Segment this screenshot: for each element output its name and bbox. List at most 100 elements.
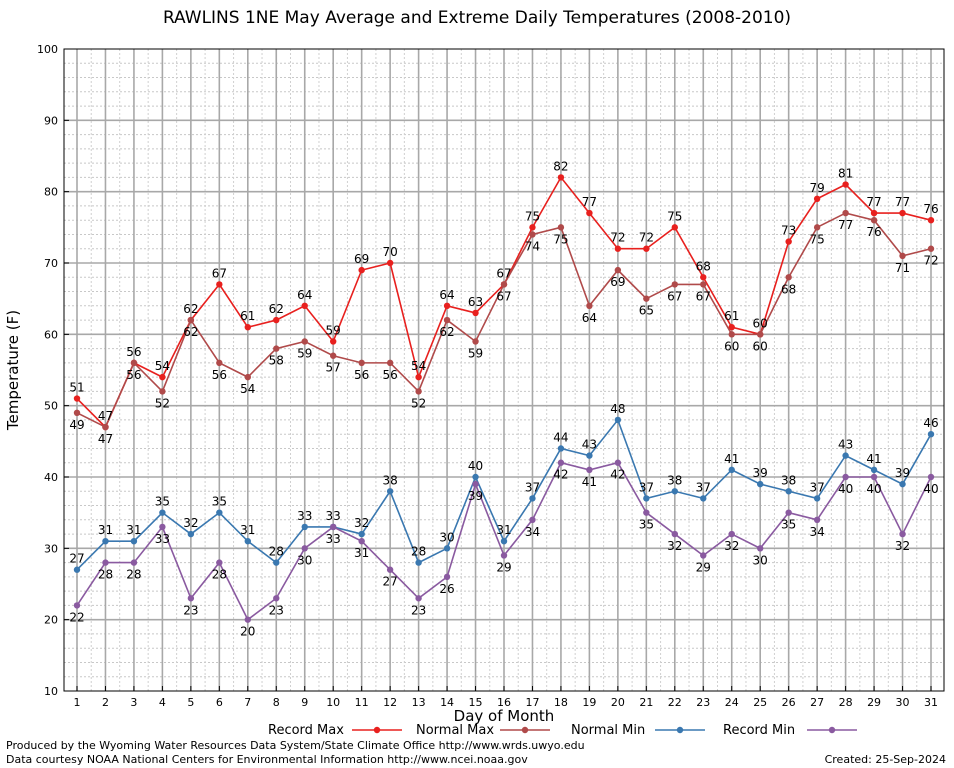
data-point-record-min	[700, 552, 707, 559]
data-point-normal-max	[273, 345, 280, 352]
x-tick-label: 6	[216, 696, 223, 709]
data-label-record-max: 73	[781, 224, 796, 238]
y-axis-ticks: 10 20 30 40 50 60 70 80 90 100	[37, 43, 69, 698]
data-label-record-max: 69	[354, 252, 369, 266]
data-point-normal-min	[244, 538, 251, 545]
data-label-normal-max: 60	[753, 339, 768, 353]
data-label-record-max: 77	[895, 195, 910, 209]
data-label-normal-min: 40	[468, 459, 483, 473]
x-tick-label: 14	[440, 696, 454, 709]
data-point-record-min	[187, 595, 195, 602]
data-point-record-max	[813, 195, 821, 202]
data-point-normal-max	[870, 217, 878, 224]
data-label-record-min: 28	[126, 568, 141, 582]
data-label-normal-min: 31	[126, 523, 141, 537]
data-label-normal-min: 38	[781, 473, 796, 487]
data-point-record-max	[927, 217, 935, 224]
x-tick-label: 9	[301, 696, 308, 709]
data-label-record-min: 40	[866, 482, 881, 496]
data-point-normal-max	[330, 352, 337, 359]
data-label-normal-max: 56	[212, 368, 227, 382]
data-point-record-max	[159, 373, 166, 381]
data-point-normal-max	[529, 231, 536, 238]
data-label-record-max: 64	[297, 288, 312, 302]
data-point-record-max	[870, 209, 878, 217]
data-label-normal-min: 44	[553, 430, 568, 444]
data-point-record-min	[529, 516, 536, 523]
data-label-record-max: 70	[382, 245, 397, 259]
data-label-record-min: 34	[525, 525, 540, 539]
data-label-normal-max: 57	[326, 361, 341, 375]
data-point-normal-min	[643, 495, 650, 502]
data-label-record-max: 64	[439, 288, 454, 302]
data-label-record-max: 51	[69, 381, 84, 395]
data-point-normal-max	[472, 338, 479, 345]
data-label-normal-max: 64	[582, 311, 597, 325]
data-label-normal-max: 72	[923, 254, 938, 268]
x-tick-label: 18	[554, 696, 568, 709]
data-point-normal-min	[102, 538, 109, 545]
data-point-normal-max	[73, 409, 81, 416]
y-tick-label: 60	[44, 328, 58, 341]
data-point-record-max	[443, 302, 451, 309]
data-label-record-min: 28	[212, 568, 227, 582]
y-tick-label: 90	[44, 114, 58, 127]
x-tick-label: 3	[130, 696, 137, 709]
data-point-record-min	[273, 595, 280, 602]
major-grid	[64, 49, 944, 691]
data-point-normal-min	[73, 566, 81, 573]
data-label-normal-min: 43	[582, 438, 597, 452]
data-label-normal-min: 28	[269, 545, 284, 559]
legend-label-normal-max: Normal Max	[416, 723, 494, 738]
data-label-normal-max: 69	[610, 275, 625, 289]
data-label-normal-max: 67	[496, 289, 511, 303]
data-label-record-max: 67	[496, 266, 511, 280]
data-label-normal-max: 75	[553, 232, 568, 246]
data-point-record-min	[244, 616, 251, 623]
data-point-normal-min	[415, 559, 422, 566]
data-point-normal-min	[728, 466, 735, 474]
data-point-record-max	[472, 309, 479, 317]
legend-item-record-min: Record Min	[723, 723, 857, 738]
data-point-record-min	[500, 552, 508, 559]
data-label-record-max: 60	[753, 316, 768, 330]
x-tick-label: 12	[383, 696, 397, 709]
data-point-normal-max	[757, 331, 764, 338]
data-point-normal-max	[927, 245, 935, 252]
data-label-record-max: 62	[183, 302, 198, 316]
data-label-normal-max: 75	[809, 232, 824, 246]
data-label-normal-min: 37	[809, 480, 824, 494]
data-label-normal-max: 54	[240, 382, 255, 396]
y-tick-label: 70	[44, 257, 58, 270]
data-label-record-max: 68	[696, 259, 711, 273]
data-point-record-max	[301, 302, 308, 309]
data-label-normal-min: 37	[639, 480, 654, 494]
data-point-normal-min	[216, 509, 223, 516]
data-point-normal-min	[870, 466, 878, 474]
data-label-normal-max: 71	[895, 261, 910, 275]
data-label-normal-max: 60	[724, 339, 739, 353]
data-point-normal-max	[500, 281, 508, 288]
data-label-normal-min: 31	[496, 523, 511, 537]
data-label-normal-min: 37	[696, 480, 711, 494]
data-point-normal-max	[244, 373, 251, 381]
data-point-normal-max	[785, 274, 792, 281]
data-point-normal-max	[586, 302, 593, 309]
data-label-record-min: 40	[838, 482, 853, 496]
x-tick-label: 21	[639, 696, 653, 709]
data-point-normal-min	[614, 416, 622, 424]
y-tick-label: 10	[44, 685, 58, 698]
x-tick-label: 1	[74, 696, 81, 709]
data-label-record-max: 67	[212, 266, 227, 280]
data-label-record-max: 77	[582, 195, 597, 209]
x-tick-label: 27	[810, 696, 824, 709]
data-label-normal-min: 39	[753, 466, 768, 480]
data-point-normal-min	[700, 495, 707, 502]
data-point-record-max	[415, 373, 422, 381]
y-tick-label: 20	[44, 614, 58, 627]
chart-title: RAWLINS 1NE May Average and Extreme Dail…	[162, 8, 792, 28]
data-point-record-max	[330, 338, 337, 345]
data-label-record-min: 32	[667, 539, 682, 553]
data-point-normal-max	[386, 359, 394, 367]
